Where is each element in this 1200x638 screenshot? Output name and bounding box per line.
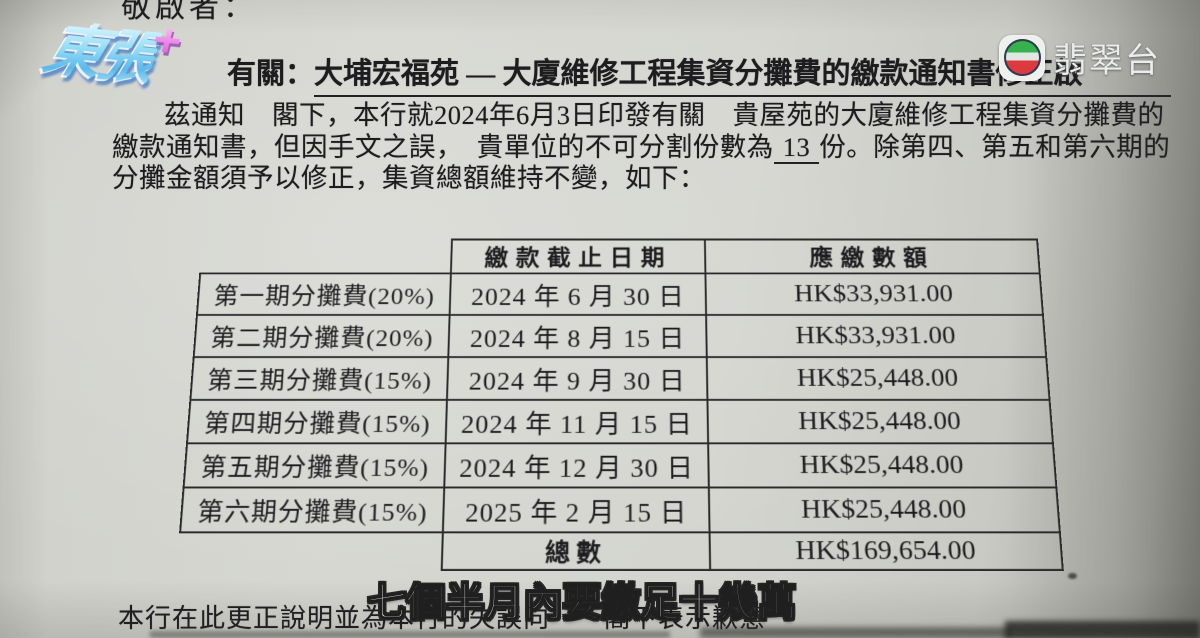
row-amount: HK$25,448.00 <box>707 399 1053 444</box>
undivided-shares-value: 13 <box>773 131 820 164</box>
channel-name: 翡翠台 <box>1053 42 1161 80</box>
table-row: 第一期分攤費(20%) 2024 年 6 月 30 日 HK$33,931.00 <box>196 273 1043 315</box>
body-line-1: 茲通知 閣下，本行就2024年6月3日印發有關 貴屋苑的大廈維修工程集資分攤費的 <box>164 100 1165 130</box>
document-title-prefix: 有關： <box>227 58 315 90</box>
subtitle-caption: 七個半月內要繳足十幾萬 <box>367 581 798 626</box>
fee-table-wrapper: 繳款截止日期 應繳數額 第一期分攤費(20%) 2024 年 6 月 30 日 … <box>177 239 1063 570</box>
row-amount: HK$25,448.00 <box>706 357 1050 400</box>
salutation: 敬啟者： <box>121 0 257 24</box>
table-row: 第五期分攤費(15%) 2024 年 12 月 30 日 HK$25,448.0… <box>183 443 1057 488</box>
total-ghost-cell <box>177 532 443 570</box>
row-due-date: 2024 年 12 月 30 日 <box>444 443 709 488</box>
row-due-date: 2024 年 9 月 30 日 <box>446 357 708 400</box>
body-line-3: 分攤金額須予以修正，集資總額維持不變，如下： <box>112 163 706 193</box>
row-amount: HK$25,448.00 <box>708 487 1060 533</box>
body-paragraph: 茲通知 閣下，本行就2024年6月3日印發有關 貴屋苑的大廈維修工程集資分攤費的… <box>112 100 1170 195</box>
program-logo-text: 東張 <box>35 2 169 95</box>
row-period-label: 第四期分攤費(15%) <box>187 399 447 444</box>
table-total-row: 總數 HK$169,654.00 <box>177 532 1063 570</box>
header-due-date: 繳款截止日期 <box>450 239 706 274</box>
row-due-date: 2024 年 11 月 15 日 <box>445 399 709 444</box>
total-amount: HK$169,654.00 <box>709 532 1063 570</box>
header-amount: 應繳數額 <box>704 239 1040 274</box>
table-row: 第四期分攤費(15%) 2024 年 11 月 15 日 HK$25,448.0… <box>187 399 1053 444</box>
table-row: 第六期分攤費(15%) 2025 年 2 月 15 日 HK$25,448.00 <box>180 487 1060 533</box>
row-period-label: 第五期分攤費(15%) <box>183 443 446 488</box>
row-due-date: 2024 年 8 月 15 日 <box>448 314 707 358</box>
total-label: 總數 <box>441 532 711 570</box>
row-due-date: 2025 年 2 月 15 日 <box>442 487 710 533</box>
row-period-label: 第六期分攤費(15%) <box>180 487 445 533</box>
row-period-label: 第二期分攤費(20%) <box>193 314 450 358</box>
table-row: 第三期分攤費(15%) 2024 年 9 月 30 日 HK$25,448.00 <box>190 357 1050 400</box>
table-row: 第二期分攤費(20%) 2024 年 8 月 15 日 HK$33,931.00 <box>193 314 1047 358</box>
tvb-icon <box>999 34 1045 81</box>
row-amount: HK$25,448.00 <box>708 443 1057 488</box>
row-amount: HK$33,931.00 <box>705 273 1043 315</box>
row-amount: HK$33,931.00 <box>706 314 1047 358</box>
fee-schedule-table: 繳款截止日期 應繳數額 第一期分攤費(20%) 2024 年 6 月 30 日 … <box>176 239 1064 571</box>
channel-logo: 翡翠台 <box>999 33 1161 82</box>
row-due-date: 2024 年 6 月 30 日 <box>449 273 707 315</box>
body-line-2: 繳款通知書，但因手文之誤， 貴單位的不可分割份數為 13 份。除第四、第五和第六期的 <box>112 131 1171 164</box>
document-title-underlined: 大埔宏福苑 — 大廈維修工程集資分攤費的繳款通知書修正啟 <box>314 58 1171 97</box>
tvb-globe-icon <box>1003 39 1041 76</box>
row-period-label: 第三期分攤費(15%) <box>190 357 449 400</box>
row-period-label: 第一期分攤費(20%) <box>196 273 451 315</box>
table-header-row: 繳款截止日期 應繳數額 <box>200 239 1040 274</box>
closing-line: 本行在此更正說明並為本行的失誤向 閣下表示歉意 <box>118 604 767 633</box>
program-logo: 東張+ <box>36 1 187 98</box>
document-title: 有關：大埔宏福苑 — 大廈維修工程集資分攤費的繳款通知書修正啟 <box>227 50 1171 97</box>
header-ghost-cell <box>200 240 452 274</box>
